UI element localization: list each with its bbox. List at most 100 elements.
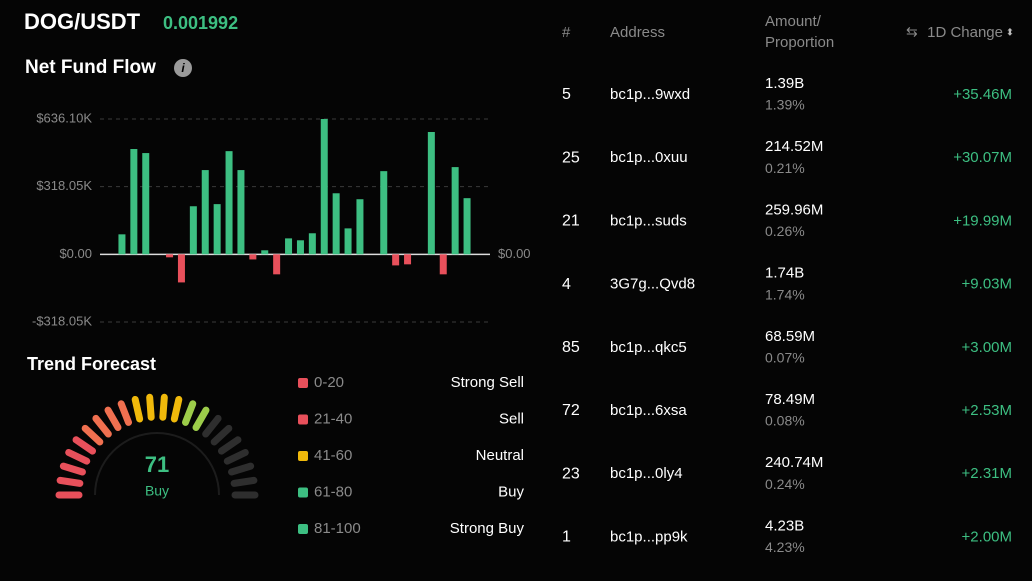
gauge-segment <box>131 395 144 423</box>
legend-range: 0-20 <box>314 374 344 391</box>
gauge-segment <box>117 400 133 426</box>
amount: 4.23B <box>765 517 804 534</box>
address: bc1p...6xsa <box>610 402 687 419</box>
rank: 72 <box>562 402 580 419</box>
y-tick-label: $318.05K <box>36 178 92 193</box>
amount: 1.39B <box>765 75 804 92</box>
th-change[interactable]: 1D Change <box>927 24 1003 41</box>
gauge-segment <box>146 393 155 421</box>
gauge-segment <box>181 400 197 426</box>
gauge-segment <box>192 406 210 431</box>
gauge-segment <box>72 436 97 455</box>
y-tick-label-right: $0.00 <box>498 246 531 261</box>
address: bc1p...pp9k <box>610 528 688 545</box>
info-icon[interactable] <box>174 59 192 77</box>
legend-label: Strong Sell <box>451 374 524 391</box>
legend-label: Sell <box>499 410 524 427</box>
bar <box>285 238 293 255</box>
bar <box>308 233 316 255</box>
price: 0.001992 <box>163 13 238 33</box>
gauge-label: Buy <box>145 483 169 499</box>
y-tick-label: -$318.05K <box>32 313 92 328</box>
bar <box>237 170 245 255</box>
proportion: 0.07% <box>765 350 805 366</box>
bar <box>404 254 412 265</box>
info-glyph: i <box>181 61 185 75</box>
amount: 240.74M <box>765 454 823 471</box>
pair: DOG/USDT <box>24 9 141 34</box>
change: +3.00M <box>962 339 1012 356</box>
bar <box>213 204 221 255</box>
rank: 23 <box>562 465 580 482</box>
change: +35.46M <box>953 86 1012 103</box>
rank: 4 <box>562 276 571 293</box>
rank: 5 <box>562 86 571 103</box>
gauge-segment <box>223 448 249 465</box>
address: bc1p...0xuu <box>610 149 688 166</box>
bar <box>380 171 388 255</box>
change: +30.07M <box>953 149 1012 166</box>
legend-range: 61-80 <box>314 483 352 500</box>
legend-range: 81-100 <box>314 520 361 537</box>
gauge-segment <box>59 462 86 476</box>
address: bc1p...0ly4 <box>610 465 683 482</box>
gauge-segment <box>228 462 255 476</box>
gauge-segment <box>65 448 91 465</box>
bar <box>344 228 352 255</box>
proportion: 4.23% <box>765 539 805 555</box>
amount: 214.52M <box>765 138 823 155</box>
change: +19.99M <box>953 212 1012 229</box>
bar <box>166 254 174 258</box>
amount: 259.96M <box>765 201 823 218</box>
bar <box>177 254 185 283</box>
bar <box>439 254 447 275</box>
legend-range: 21-40 <box>314 410 352 427</box>
gauge <box>55 393 259 499</box>
gauge-value: 71 <box>145 452 169 477</box>
change: +2.53M <box>962 402 1012 419</box>
bar <box>451 167 459 255</box>
address: bc1p...suds <box>610 212 687 229</box>
proportion: 1.39% <box>765 97 805 113</box>
sort-icon[interactable]: ⬍ <box>1006 28 1014 39</box>
legend-label: Buy <box>498 483 524 500</box>
y-tick-label: $0.00 <box>59 246 92 261</box>
change: +2.00M <box>962 528 1012 545</box>
legend-label: Strong Buy <box>450 520 525 537</box>
proportion: 0.08% <box>765 413 805 429</box>
th-amount: Amount/ <box>765 13 822 30</box>
bar <box>142 153 150 255</box>
bar <box>463 198 471 255</box>
bar <box>320 119 328 255</box>
legend-label: Neutral <box>476 447 524 464</box>
amount: 1.74B <box>765 265 804 282</box>
bar <box>249 254 257 260</box>
proportion: 0.21% <box>765 160 805 176</box>
swap-icon[interactable]: ⇆ <box>906 24 918 40</box>
bar <box>427 131 435 255</box>
bar <box>130 149 138 255</box>
gauge-segment <box>92 414 112 438</box>
bar <box>201 170 209 255</box>
legend-swatch <box>298 451 308 461</box>
gauge-inner-arc <box>94 432 220 496</box>
amount: 78.49M <box>765 391 815 408</box>
legend-swatch <box>298 414 308 425</box>
chart-title: Net Fund Flow <box>25 57 156 78</box>
legend-swatch <box>298 487 308 498</box>
amount: 68.59M <box>765 328 815 345</box>
gauge-segment <box>81 424 104 446</box>
gauge-segment <box>56 476 84 487</box>
gauge-segment <box>170 395 183 423</box>
legend-swatch <box>298 524 308 534</box>
change: +9.03M <box>962 276 1012 293</box>
th-proportion: Proportion <box>765 34 834 51</box>
proportion: 0.24% <box>765 476 805 492</box>
gauge-segment <box>202 414 222 438</box>
trend-title: Trend Forecast <box>27 354 156 374</box>
rank: 25 <box>562 149 580 166</box>
legend-range: 41-60 <box>314 447 352 464</box>
